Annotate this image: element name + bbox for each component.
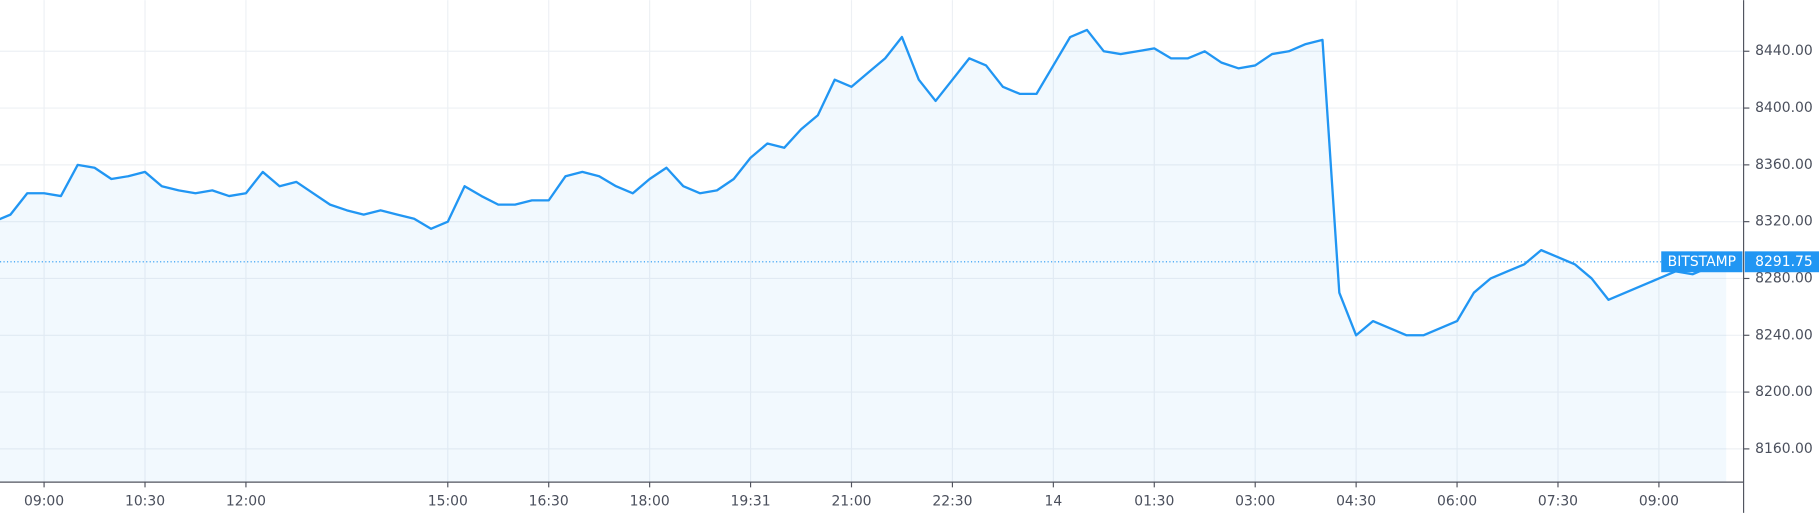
x-tick-label: 06:00 — [1437, 493, 1477, 509]
y-tick-label: 8360.00 — [1755, 157, 1813, 173]
x-tick-label: 09:00 — [1639, 493, 1679, 509]
x-tick-label: 04:30 — [1336, 493, 1376, 509]
y-tick-label: 8280.00 — [1755, 270, 1813, 286]
y-tick-label: 8320.00 — [1755, 214, 1813, 230]
x-tick-label: 15:00 — [428, 493, 468, 509]
x-tick-label: 19:31 — [731, 493, 771, 509]
y-tick-label: 8200.00 — [1755, 384, 1813, 400]
x-tick-label: 10:30 — [125, 493, 165, 509]
axes: 8160.00 8200.00 8240.00 8280.00 8320.00 8360.… — [24, 43, 1819, 509]
x-tick-label: 01:30 — [1134, 493, 1174, 509]
grid — [0, 0, 1744, 482]
last-price-tag — [1744, 251, 1819, 273]
x-tick-label: 03:00 — [1235, 493, 1275, 509]
exchange-label: BITSTAMP — [1668, 254, 1736, 270]
x-tick-label: 09:00 — [24, 493, 64, 509]
y-tick-label: 8440.00 — [1755, 43, 1813, 59]
price-line — [0, 28, 1727, 337]
x-tick-label: 22:30 — [932, 493, 972, 509]
y-tick-label: 8400.00 — [1755, 100, 1813, 116]
x-tick-label: 18:00 — [630, 493, 670, 509]
x-tick-label: 07:30 — [1538, 493, 1578, 509]
x-tick-label: 14 — [1044, 493, 1062, 509]
x-tick-label: 21:00 — [831, 493, 871, 509]
exchange-tag — [1661, 251, 1743, 273]
y-tick-label: 8160.00 — [1755, 441, 1813, 457]
x-tick-label: 12:00 — [226, 493, 266, 509]
y-tick-label: 8240.00 — [1755, 327, 1813, 343]
area-fill — [0, 29, 1727, 482]
last-price-label: 8291.75 — [1755, 254, 1813, 270]
x-tick-label: 16:30 — [529, 493, 569, 509]
plot-area — [0, 28, 1744, 482]
